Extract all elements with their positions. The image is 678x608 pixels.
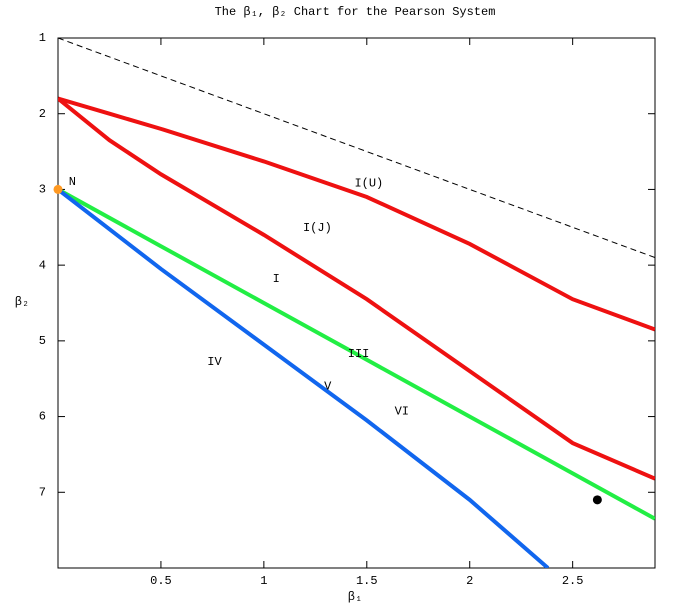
series-line	[58, 187, 550, 568]
y-tick-label: 3	[39, 183, 46, 197]
y-tick-label: 4	[39, 258, 46, 272]
chart-title: The β₁, β₂ Chart for the Pearson System	[215, 5, 496, 19]
region-label: N	[69, 175, 76, 189]
region-label: III	[348, 347, 370, 361]
x-tick-label: 1	[260, 574, 267, 588]
y-tick-label: 5	[39, 334, 46, 348]
x-tick-label: 2	[466, 574, 473, 588]
plot-frame	[57, 37, 656, 569]
x-tick-label: 1.5	[356, 574, 378, 588]
region-label: I(U)	[354, 177, 383, 191]
x-axis-label: β₁	[348, 590, 362, 604]
y-axis-label: β₂	[15, 295, 29, 309]
y-tick-label: 2	[39, 107, 46, 121]
series-line	[58, 187, 655, 521]
x-tick-label: 0.5	[150, 574, 172, 588]
region-label: V	[324, 379, 332, 393]
point	[53, 184, 63, 194]
point	[592, 495, 602, 505]
x-tick-label: 2.5	[562, 574, 584, 588]
y-tick-label: 1	[39, 31, 46, 45]
region-label: IV	[207, 355, 222, 369]
series-line	[58, 96, 655, 332]
series-line	[58, 97, 655, 481]
series-line	[58, 38, 655, 259]
region-label: VI	[395, 404, 409, 418]
y-tick-label: 7	[39, 485, 46, 499]
region-label: I(J)	[303, 221, 332, 235]
y-tick-label: 6	[39, 410, 46, 424]
region-label: I	[273, 272, 280, 286]
